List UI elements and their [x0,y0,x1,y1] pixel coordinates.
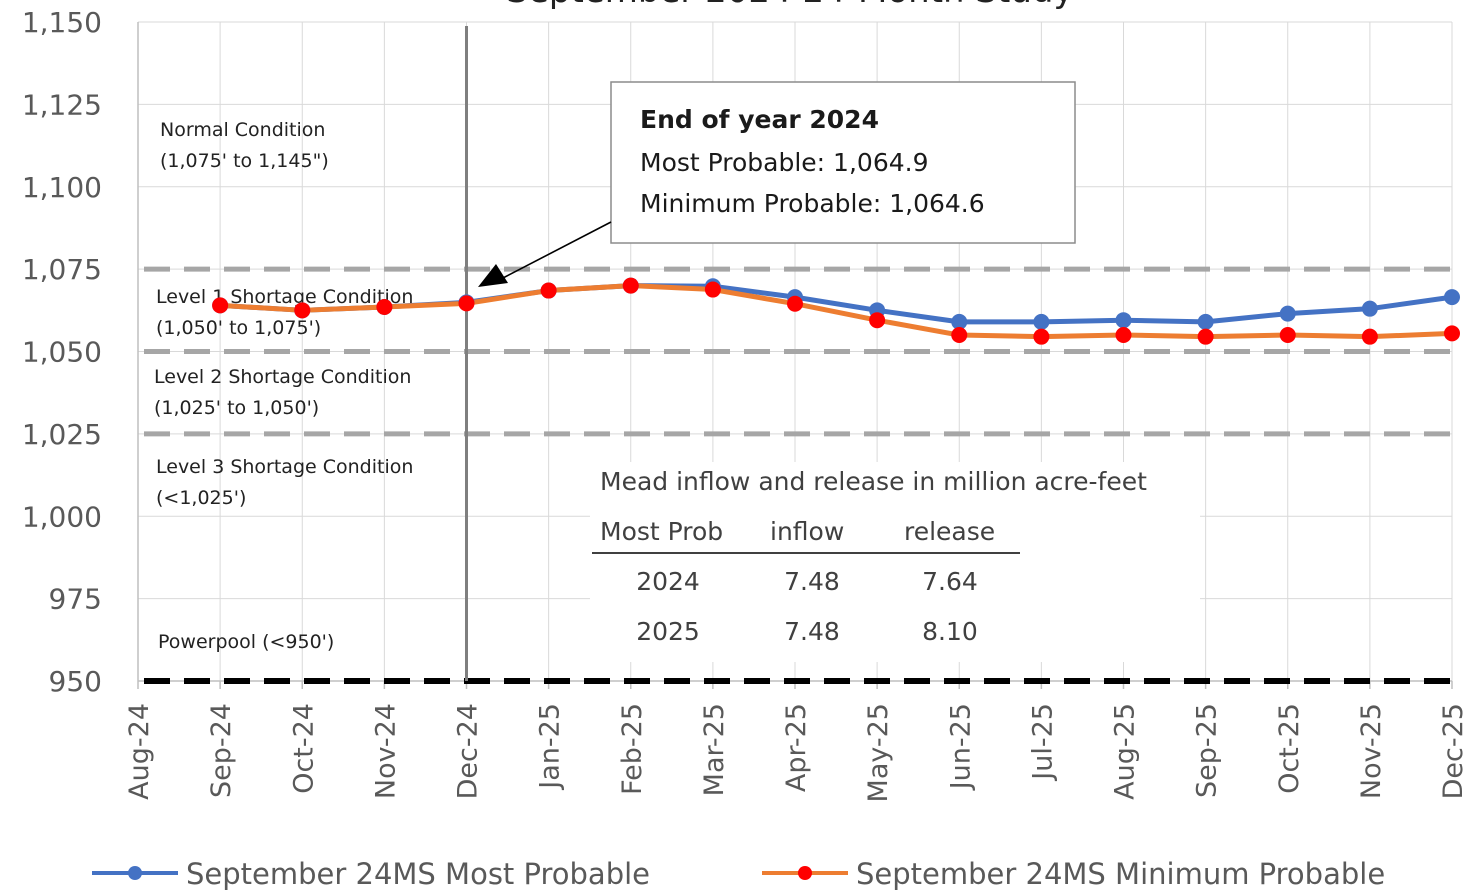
zone-level3-label: Level 3 Shortage Condition [156,456,413,478]
x-tick-label: Nov-25 [1356,703,1387,799]
data-point-minimum-probable [1444,325,1460,341]
data-point-most-probable [1444,289,1460,305]
zone-level2-label: Level 2 Shortage Condition [154,366,411,388]
y-tick-label: 1,125 [22,88,102,121]
x-tick-label: Jul-25 [1027,703,1058,782]
data-point-minimum-probable [869,312,885,328]
table-header-release: release [904,517,995,546]
data-point-minimum-probable [1033,329,1049,345]
table-row-release: 8.10 [922,617,978,646]
callout-title: End of year 2024 [640,105,879,134]
table-header-inflow: inflow [770,517,844,546]
x-tick-label: Feb-25 [617,703,648,795]
chart-title: September 2024 24-Month Study [506,0,1073,11]
x-tick-label: Sep-25 [1192,703,1223,798]
table-row-year: 2025 [636,617,700,646]
data-point-minimum-probable [623,278,639,294]
data-point-most-probable [1362,301,1378,317]
legend-label-most-probable: September 24MS Most Probable [186,857,650,891]
zone-level1-range: (1,050' to 1,075') [156,317,321,339]
inflow-release-table: Mead inflow and release in million acre-… [590,462,1200,662]
data-point-most-probable [1116,312,1132,328]
zone-level2-range: (1,025' to 1,050') [154,397,319,419]
zone-normal-range: (1,075' to 1,145") [160,150,329,172]
x-tick-label: Oct-25 [1274,703,1305,794]
data-point-minimum-probable [376,299,392,315]
zone-labels: Normal Condition (1,075' to 1,145") Leve… [154,119,413,653]
x-tick-label: Jun-25 [945,703,976,791]
table-row-release: 7.64 [922,567,978,596]
data-point-minimum-probable [541,283,557,299]
y-tick-label: 975 [49,583,102,616]
zone-powerpool-label: Powerpool (<950') [158,631,334,653]
y-tick-label: 1,000 [22,500,102,533]
zone-normal-label: Normal Condition [160,119,325,141]
data-point-most-probable [1033,314,1049,330]
callout: End of year 2024 Most Probable: 1,064.9 … [478,82,1075,287]
x-tick-label: Dec-24 [453,703,484,799]
data-point-minimum-probable [212,297,228,313]
x-tick-label: Aug-24 [124,703,155,800]
data-point-minimum-probable [459,295,475,311]
table-row-inflow: 7.48 [784,567,840,596]
x-tick-label: Nov-24 [370,703,401,799]
table-row-year: 2024 [636,567,700,596]
y-axis: 950 975 1,000 1,025 1,050 1,075 1,100 1,125 1,15… [22,6,102,698]
data-point-minimum-probable [1280,327,1296,343]
y-tick-label: 950 [49,665,102,698]
data-point-most-probable [1198,314,1214,330]
legend-label-minimum-probable: September 24MS Minimum Probable [856,857,1385,891]
y-tick-label: 1,050 [22,336,102,369]
data-point-minimum-probable [951,327,967,343]
table-caption: Mead inflow and release in million acre-… [600,467,1147,496]
y-tick-label: 1,025 [22,418,102,451]
table-header-label: Most Prob [600,517,723,546]
zone-level1-label: Level 1 Shortage Condition [156,286,413,308]
legend-marker-most-probable [128,866,142,880]
data-point-most-probable [1280,306,1296,322]
data-point-minimum-probable [705,282,721,298]
legend: September 24MS Most Probable September 2… [92,857,1385,891]
data-point-minimum-probable [1198,329,1214,345]
data-point-minimum-probable [294,302,310,318]
data-point-minimum-probable [1362,329,1378,345]
callout-most-probable: Most Probable: 1,064.9 [640,148,928,177]
x-axis: Aug-24 Sep-24 Oct-24 Nov-24 Dec-24 Jan-25 Feb-… [124,703,1469,802]
x-tick-label: Apr-25 [781,703,812,792]
zone-level3-range: (<1,025') [156,487,246,509]
data-point-minimum-probable [1116,327,1132,343]
x-tick-label: Sep-24 [206,703,237,798]
callout-minimum-probable: Minimum Probable: 1,064.6 [640,189,985,218]
x-tick-label: May-25 [863,703,894,802]
y-tick-label: 1,150 [22,6,102,39]
x-tick-label: Jan-25 [535,703,566,791]
x-tick-label: Aug-25 [1110,703,1141,800]
data-point-minimum-probable [787,296,803,312]
legend-marker-minimum-probable [798,866,812,880]
y-tick-label: 1,100 [22,171,102,204]
x-tick-label: Mar-25 [699,703,730,796]
x-tick-label: Oct-24 [288,703,319,794]
table-row-inflow: 7.48 [784,617,840,646]
x-tick-label: Dec-25 [1438,703,1469,799]
y-tick-label: 1,075 [22,253,102,286]
